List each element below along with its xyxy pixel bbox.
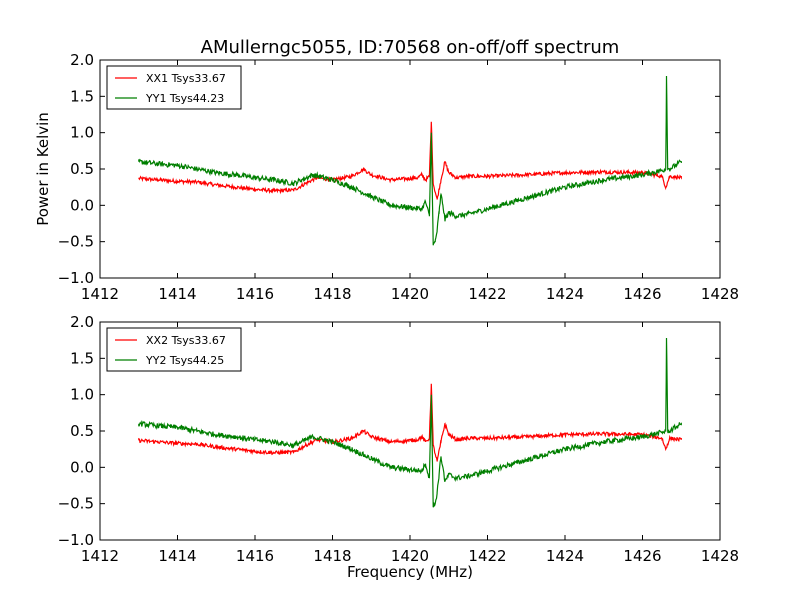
- legend-box: [106, 327, 242, 372]
- x-tick-label: 1426: [623, 285, 661, 303]
- x-tick-label: 1422: [468, 547, 506, 565]
- x-tick-label: 1420: [391, 285, 429, 303]
- x-tick-label: 1424: [546, 285, 584, 303]
- y-tick-label: 0.0: [70, 458, 94, 476]
- y-tick-label: −0.5: [58, 495, 94, 513]
- x-tick-label: 1422: [468, 285, 506, 303]
- y-tick-label: 0.0: [70, 196, 94, 214]
- y-tick-label: −0.5: [58, 233, 94, 251]
- x-tick-label: 1420: [391, 547, 429, 565]
- x-axis-label: Frequency (MHz): [347, 563, 473, 581]
- legend: XX1 Tsys33.67 YY1 Tsys44.23: [106, 65, 242, 110]
- legend-box: [106, 65, 242, 110]
- legend: XX2 Tsys33.67 YY2 Tsys44.25: [106, 327, 242, 372]
- x-tick-label: 1428: [701, 285, 739, 303]
- y-tick-label: −1.0: [58, 269, 94, 287]
- y-tick-label: 1.5: [70, 87, 94, 105]
- y-axis-label: Power in Kelvin: [34, 112, 52, 226]
- x-tick-label: 1414: [158, 547, 196, 565]
- x-tick-label: 1416: [236, 547, 274, 565]
- series-line-xx1: [138, 121, 682, 200]
- y-tick-label: 1.0: [70, 124, 94, 142]
- x-tick-label: 1418: [313, 285, 351, 303]
- legend-label: YY1 Tsys44.23: [145, 92, 224, 105]
- chart-title: AMullerngc5055, ID:70568 on-off/off spec…: [201, 37, 620, 58]
- bottom-panel: 1412 1414 1416 1418 1420 1422 1424 1426 1428 2.0 1…: [58, 313, 740, 581]
- y-tick-label: 1.5: [70, 349, 94, 367]
- y-tick-label: 0.5: [70, 160, 94, 178]
- series-line-yy2: [138, 337, 682, 508]
- x-tick-label: 1426: [623, 547, 661, 565]
- y-tick-label: 2.0: [70, 313, 94, 331]
- y-tick-label: 1.0: [70, 386, 94, 404]
- series-line-yy1: [138, 75, 682, 246]
- x-tick-label: 1412: [81, 547, 119, 565]
- legend-label: XX2 Tsys33.67: [146, 334, 226, 347]
- legend-label: XX1 Tsys33.67: [146, 72, 226, 85]
- x-tick-label: 1424: [546, 547, 584, 565]
- x-tick-label: 1412: [81, 285, 119, 303]
- legend-label: YY2 Tsys44.25: [145, 354, 224, 367]
- y-tick-label: 2.0: [70, 51, 94, 69]
- x-tick-label: 1416: [236, 285, 274, 303]
- x-tick-label: 1428: [701, 547, 739, 565]
- y-tick-label: 0.5: [70, 422, 94, 440]
- x-tick-label: 1418: [313, 547, 351, 565]
- series-line-xx2: [138, 383, 682, 462]
- y-tick-label: −1.0: [58, 531, 94, 549]
- top-panel: 1412 1414 1416 1418 1420 1422 1424 1426 1428 2.0 1…: [34, 51, 739, 303]
- x-tick-label: 1414: [158, 285, 196, 303]
